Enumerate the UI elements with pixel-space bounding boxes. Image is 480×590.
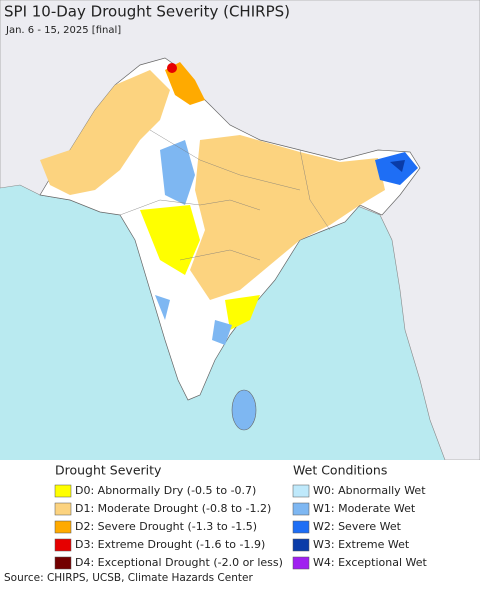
- wet-patch: [155, 295, 170, 320]
- drought-patch: [190, 135, 385, 300]
- legend-label: W4: Exceptional Wet: [313, 556, 428, 569]
- legend-swatch: [54, 484, 72, 498]
- legend-swatch: [292, 556, 310, 570]
- legend-swatch: [292, 520, 310, 534]
- legend-panel: [0, 460, 480, 586]
- legend-label: W2: Severe Wet: [313, 520, 402, 533]
- legend-label: D2: Severe Drought (-1.3 to -1.5): [75, 520, 257, 533]
- sri-lanka: [231, 389, 257, 431]
- drought-patch: [40, 70, 170, 195]
- legend-swatch: [54, 520, 72, 534]
- map: [0, 0, 480, 461]
- wet-patch: [375, 152, 418, 185]
- legend-label: D4: Exceptional Drought (-2.0 or less): [75, 556, 283, 569]
- legend-label: D3: Extreme Drought (-1.6 to -1.9): [75, 538, 265, 551]
- legend-heading: Wet Conditions: [293, 463, 387, 478]
- drought-patch: [167, 63, 177, 73]
- source: Source: CHIRPS, UCSB, Climate Hazards Ce…: [4, 572, 253, 584]
- legend-swatch: [292, 484, 310, 498]
- legend-swatch: [54, 538, 72, 552]
- wet-patch: [390, 160, 405, 172]
- wet-patch: [212, 320, 232, 345]
- title: SPI 10-Day Drought Severity (CHIRPS): [4, 3, 290, 21]
- legend-swatch: [292, 538, 310, 552]
- drought-patch: [165, 62, 205, 105]
- legend-label: W1: Moderate Wet: [313, 502, 416, 515]
- legend-heading: Drought Severity: [55, 463, 162, 478]
- wet-patch: [160, 140, 195, 205]
- drought-patch: [225, 295, 260, 330]
- drought-patch: [140, 205, 200, 275]
- legend-label: D1: Moderate Drought (-0.8 to -1.2): [75, 502, 271, 515]
- legend-label: D0: Abnormally Dry (-0.5 to -0.7): [75, 484, 256, 497]
- legend-swatch: [54, 556, 72, 570]
- legend-label: W3: Extreme Wet: [313, 538, 410, 551]
- legend-swatch: [54, 502, 72, 516]
- legend-label: W0: Abnormally Wet: [313, 484, 426, 497]
- legend-swatch: [292, 502, 310, 516]
- subtitle: Jan. 6 - 15, 2025 [final]: [5, 25, 121, 36]
- borders: [119, 129, 331, 261]
